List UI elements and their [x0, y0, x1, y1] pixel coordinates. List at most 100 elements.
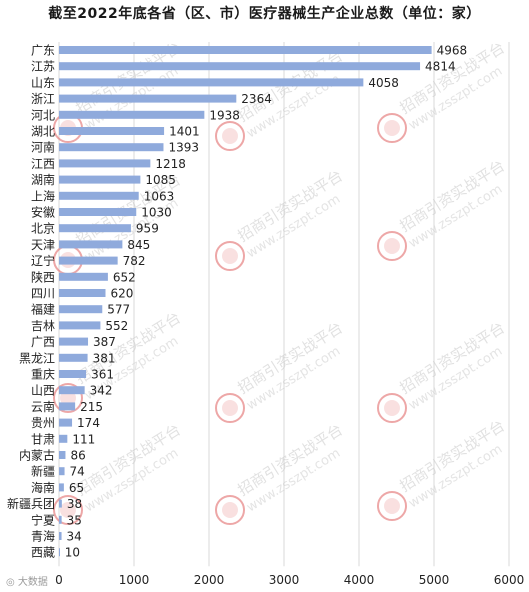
- category-label: 广西: [31, 335, 55, 349]
- category-label: 甘肃: [31, 432, 55, 446]
- category-label: 宁夏: [31, 512, 55, 527]
- x-tick-label: 4000: [344, 573, 375, 587]
- bar: [59, 337, 89, 346]
- bar: [59, 110, 205, 119]
- value-label: 342: [90, 384, 113, 398]
- category-label: 福建: [31, 302, 55, 317]
- bar: [59, 370, 87, 378]
- value-label: 1401: [169, 125, 200, 139]
- watermark-seal-icon: [53, 383, 83, 413]
- category-label: 海南: [31, 480, 55, 495]
- value-label: 845: [127, 238, 150, 252]
- value-label: 174: [77, 416, 100, 430]
- x-tick-label: 3000: [269, 573, 300, 587]
- value-label: 4814: [425, 60, 456, 74]
- grid-lines: [58, 42, 510, 567]
- category-label: 湖北: [31, 124, 55, 139]
- category-labels: 广东江苏山东浙江河北湖北河南江西湖南上海安徽北京天津辽宁陕西四川福建吉林广西黑龙…: [7, 44, 55, 560]
- bar: [59, 548, 60, 557]
- bar: [59, 256, 118, 265]
- bars-group: [59, 46, 432, 557]
- value-label: 652: [113, 270, 136, 284]
- bar: [59, 94, 237, 103]
- category-label: 西藏: [31, 546, 55, 560]
- bar: [59, 499, 62, 508]
- chart-title: 截至2022年底各省（区、市）医疗器械生产企业总数（单位：家）: [48, 6, 481, 22]
- watermark-seal-core: [60, 502, 76, 518]
- category-label: 黑龙江: [19, 351, 55, 365]
- category-label: 山东: [31, 76, 55, 90]
- category-label: 浙江: [31, 92, 55, 106]
- watermark-seal-icon: [377, 491, 407, 521]
- watermark-seal-core: [384, 120, 400, 136]
- watermark-seal-icon: [53, 495, 83, 525]
- bar: [59, 434, 68, 443]
- value-label: 1393: [168, 141, 199, 155]
- category-label: 天津: [31, 238, 55, 252]
- category-label: 江苏: [31, 60, 55, 74]
- category-label: 北京: [31, 222, 55, 236]
- category-label: 新疆: [31, 464, 55, 479]
- value-label: 577: [107, 303, 130, 317]
- value-label: 4058: [368, 76, 399, 90]
- x-axis-ticks: 0 1000 2000 3000 4000 5000 6000: [55, 573, 524, 587]
- value-label: 65: [69, 481, 84, 495]
- bar: [59, 515, 62, 524]
- bar: [59, 62, 421, 71]
- category-label: 云南: [31, 399, 55, 414]
- value-label: 2364: [241, 92, 272, 106]
- category-label: 河北: [31, 108, 55, 122]
- x-tick-label: 2000: [194, 573, 225, 587]
- value-label: 111: [72, 432, 95, 446]
- category-label: 辽宁: [31, 253, 55, 268]
- watermark-seal-core: [222, 248, 238, 264]
- value-label: 74: [70, 465, 85, 479]
- bar: [59, 418, 73, 427]
- bar: [59, 159, 151, 168]
- category-label: 贵州: [31, 416, 55, 430]
- value-label: 10: [65, 546, 80, 560]
- value-label: 215: [80, 400, 103, 414]
- value-label: 34: [67, 530, 82, 544]
- watermark-seal-core: [384, 498, 400, 514]
- x-tick-label: 1000: [119, 573, 150, 587]
- footer-logo: ◎ 大数据: [6, 573, 48, 588]
- value-label: 552: [105, 319, 128, 333]
- value-label: 381: [93, 351, 116, 365]
- category-label: 上海: [31, 188, 55, 203]
- bar: [59, 208, 137, 216]
- watermark-seal-icon: [377, 113, 407, 143]
- bar: [59, 127, 165, 135]
- category-label: 陕西: [31, 269, 55, 284]
- category-label: 安徽: [31, 205, 55, 220]
- category-label: 重庆: [31, 368, 55, 382]
- category-label: 四川: [31, 287, 55, 301]
- watermark-seal-core: [222, 400, 238, 416]
- bar: [59, 402, 76, 411]
- camera-icon: ◎: [6, 577, 15, 588]
- value-label: 4968: [437, 44, 468, 58]
- bar: [59, 272, 108, 281]
- bar: [59, 224, 131, 233]
- value-label: 1218: [155, 157, 186, 171]
- watermark-seal-core: [384, 400, 400, 416]
- value-label: 959: [136, 222, 159, 236]
- bar: [59, 321, 101, 330]
- category-label: 吉林: [31, 319, 55, 333]
- bar: [59, 532, 62, 540]
- value-label: 1063: [144, 189, 175, 203]
- category-label: 江西: [31, 157, 55, 171]
- bar: [59, 305, 103, 314]
- value-label: 35: [67, 513, 82, 527]
- value-label: 86: [70, 449, 85, 463]
- category-label: 内蒙古: [19, 448, 55, 463]
- x-tick-label: 0: [55, 573, 63, 587]
- bar: [59, 467, 65, 476]
